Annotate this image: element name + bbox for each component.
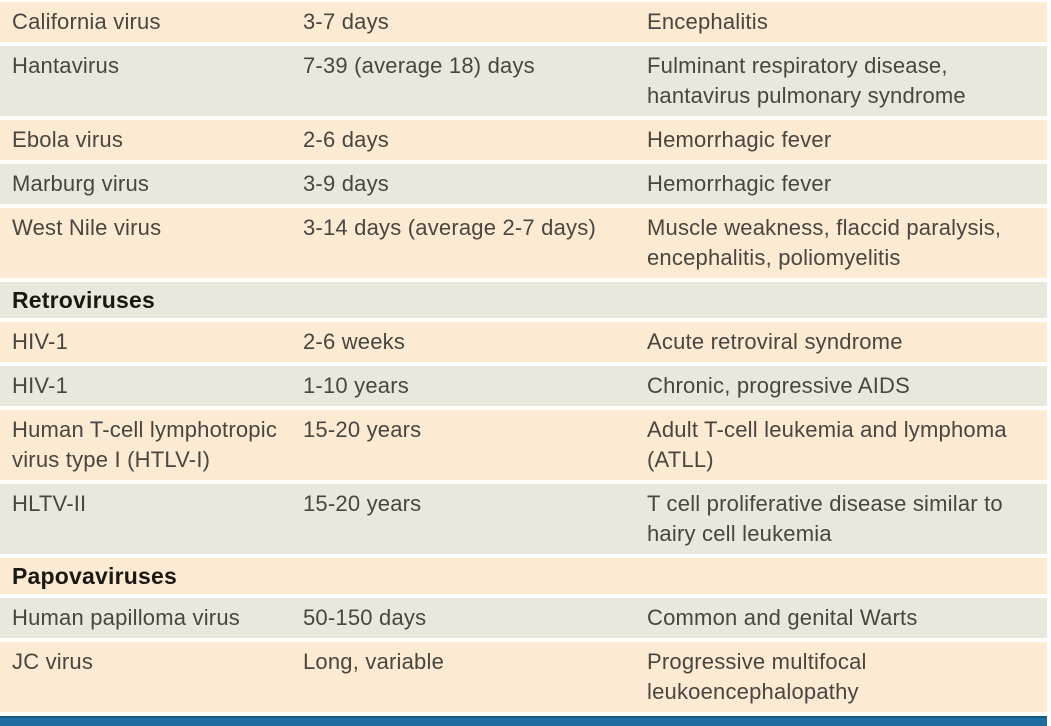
accent-bar [0,716,1047,726]
incubation-cell: 50-150 days [303,603,647,633]
table-row: HLTV-II 15-20 years T cell proliferative… [0,484,1047,554]
section-header-row: Retroviruses [0,282,1047,318]
incubation-cell: 3-14 days (average 2-7 days) [303,213,647,243]
disease-cell: Chronic, progressive AIDS [647,371,1047,401]
table-row: Human papilloma virus 50-150 days Common… [0,598,1047,638]
incubation-cell: 15-20 years [303,489,647,519]
virus-name-cell: HIV-1 [0,327,303,357]
virus-name: Human papilloma virus [12,605,240,630]
disease-cell: Fulminant respiratory disease, hantaviru… [647,51,1047,111]
disease: T cell proliferative disease similar to … [647,491,1003,546]
incubation-period: 3-14 days (average 2-7 days) [303,215,596,240]
virus-name: Human T-cell lymphotropic virus type I (… [12,417,278,472]
table-row: West Nile virus 3-14 days (average 2-7 d… [0,208,1047,278]
disease: Muscle weakness, flaccid paralysis, ence… [647,215,1002,270]
incubation-period: 3-7 days [303,9,389,34]
disease: Hemorrhagic fever [647,127,832,152]
disease: Acute retroviral syndrome [647,329,903,354]
disease-cell: Encephalitis [647,7,1047,37]
table-row: Ebola virus 2-6 days Hemorrhagic fever [0,120,1047,160]
virus-name: JC virus [12,649,94,674]
virus-name: Hantavirus [12,53,120,78]
incubation-period: 1-10 years [303,373,409,398]
virus-name: HLTV-II [12,491,87,516]
disease: Fulminant respiratory disease, hantaviru… [647,53,966,108]
table-row: California virus 3-7 days Encephalitis [0,2,1047,42]
disease-cell: Acute retroviral syndrome [647,327,1047,357]
virus-name-cell: West Nile virus [0,213,303,243]
virus-name-cell: Ebola virus [0,125,303,155]
virus-name-cell: Hantavirus [0,51,303,81]
incubation-period: 50-150 days [303,605,427,630]
section-title: Papovaviruses [12,563,177,589]
incubation-cell: 7-39 (average 18) days [303,51,647,81]
disease: Chronic, progressive AIDS [647,373,910,398]
virus-name: Marburg virus [12,171,150,196]
disease: Common and genital Warts [647,605,918,630]
virus-name-cell: HLTV-II [0,489,303,519]
incubation-period: 15-20 years [303,491,422,516]
incubation-cell: 3-9 days [303,169,647,199]
virus-name: HIV-1 [12,329,69,354]
incubation-period: 2-6 days [303,127,389,152]
virus-name: Ebola virus [12,127,124,152]
virus-name-cell: Marburg virus [0,169,303,199]
disease-cell: Hemorrhagic fever [647,169,1047,199]
incubation-cell: 2-6 weeks [303,327,647,357]
virus-name-cell: Human papilloma virus [0,603,303,633]
incubation-cell: Long, variable [303,647,647,677]
virus-name: HIV-1 [12,373,69,398]
incubation-cell: 15-20 years [303,415,647,445]
section-header-row: Papovaviruses [0,558,1047,594]
virus-name-cell: HIV-1 [0,371,303,401]
disease-cell: Adult T-cell leukemia and lymphoma (ATLL… [647,415,1047,475]
disease: Encephalitis [647,9,769,34]
table-row: HIV-1 1-10 years Chronic, progressive AI… [0,366,1047,406]
disease: Adult T-cell leukemia and lymphoma (ATLL… [647,417,1007,472]
disease-cell: Hemorrhagic fever [647,125,1047,155]
virus-incubation-table: California virus 3-7 days Encephalitis H… [0,2,1047,712]
virus-name-cell: California virus [0,7,303,37]
incubation-cell: 1-10 years [303,371,647,401]
disease: Hemorrhagic fever [647,171,832,196]
disease-cell: Progressive multifocal leukoencephalopat… [647,647,1047,707]
incubation-period: 3-9 days [303,171,389,196]
section-title: Retroviruses [12,287,156,313]
incubation-period: 7-39 (average 18) days [303,53,535,78]
disease-cell: Common and genital Warts [647,603,1047,633]
table-row: HIV-1 2-6 weeks Acute retroviral syndrom… [0,322,1047,362]
incubation-cell: 3-7 days [303,7,647,37]
virus-name: California virus [12,9,161,34]
disease-cell: T cell proliferative disease similar to … [647,489,1047,549]
disease: Progressive multifocal leukoencephalopat… [647,649,867,704]
table-row: Hantavirus 7-39 (average 18) days Fulmin… [0,46,1047,116]
table-row: JC virus Long, variable Progressive mult… [0,642,1047,712]
virus-name-cell: JC virus [0,647,303,677]
incubation-period: 15-20 years [303,417,422,442]
table-row: Marburg virus 3-9 days Hemorrhagic fever [0,164,1047,204]
virus-name: West Nile virus [12,215,162,240]
disease-cell: Muscle weakness, flaccid paralysis, ence… [647,213,1047,273]
incubation-cell: 2-6 days [303,125,647,155]
virus-name-cell: Human T-cell lymphotropic virus type I (… [0,415,303,475]
table-row: Human T-cell lymphotropic virus type I (… [0,410,1047,480]
incubation-period: 2-6 weeks [303,329,406,354]
incubation-period: Long, variable [303,649,445,674]
